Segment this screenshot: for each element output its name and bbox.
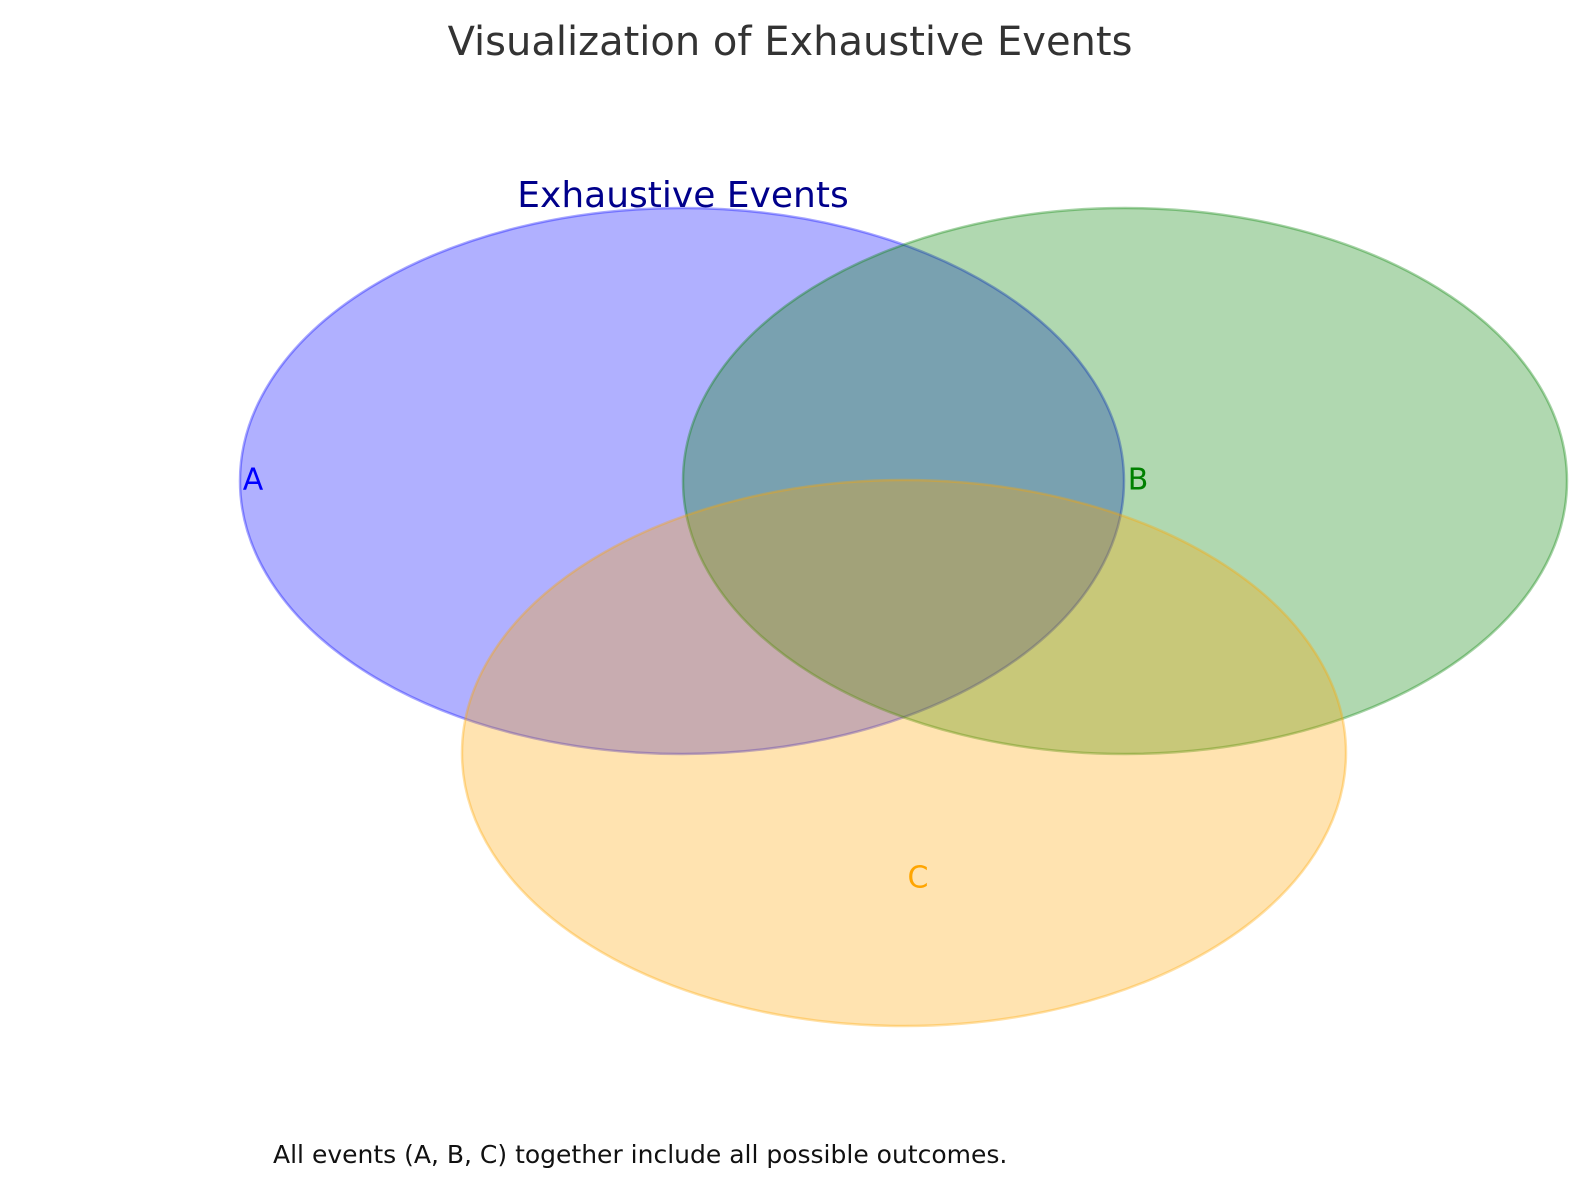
diagram-title: Visualization of Exhaustive Events xyxy=(448,19,1133,65)
set-a-ellipse xyxy=(238,206,1126,756)
set-c-ellipse xyxy=(460,478,1348,1028)
diagram-caption: All events (A, B, C) together include al… xyxy=(273,1140,1007,1169)
set-b-label: B xyxy=(1128,463,1149,498)
set-b-ellipse xyxy=(681,206,1569,756)
set-a-label: A xyxy=(243,463,264,498)
set-c-label: C xyxy=(908,861,929,896)
diagram-subtitle: Exhaustive Events xyxy=(517,175,848,216)
